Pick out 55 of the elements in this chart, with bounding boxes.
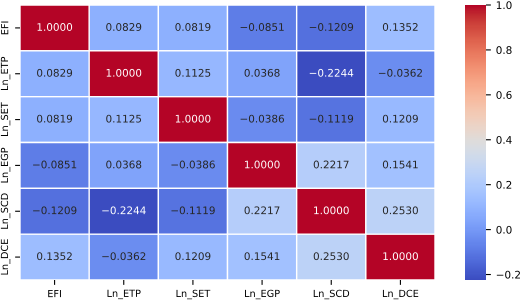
y-tick-label: Ln_EGP	[0, 148, 10, 182]
data-label: 1.0000	[176, 114, 210, 123]
data-label: 0.1352	[382, 23, 418, 31]
data-label: −0.1119	[171, 206, 215, 214]
color-bar-label: 0.4	[496, 136, 512, 144]
data-label: −0.1119	[310, 114, 354, 123]
y-tick-label: Ln_DCE	[0, 239, 10, 275]
data-label: −0.0851	[33, 160, 76, 168]
data-label: 0.1125	[106, 114, 142, 123]
data-label: −0.0362	[102, 252, 146, 260]
color-bar-label: 0.6	[496, 91, 512, 99]
x-tick-label: Ln_SCD	[314, 290, 350, 300]
data-label: −0.1209	[310, 23, 354, 31]
data-label: 0.0368	[244, 68, 280, 77]
x-tick-label: Ln_EGP	[245, 290, 280, 300]
color-bar-label: 1.0	[496, 1, 512, 10]
data-label: −0.0851	[240, 23, 284, 31]
data-label: 0.1125	[175, 68, 210, 77]
data-label: 0.2217	[314, 160, 349, 168]
data-label: 0.1541	[382, 160, 418, 168]
data-label: 1.0000	[314, 206, 349, 214]
x-tick-label: EFI	[48, 290, 61, 298]
data-label: −0.0362	[378, 68, 422, 77]
x-tick-label: Ln_ETP	[108, 290, 141, 300]
y-tick-label: EFI	[1, 22, 8, 34]
data-label: −0.2244	[102, 206, 146, 214]
data-label: 0.1209	[382, 114, 418, 123]
data-label: −0.2244	[310, 68, 354, 77]
data-label: 1.0000	[38, 23, 72, 31]
data-label: 0.1352	[37, 252, 72, 260]
data-label: 0.1209	[175, 252, 210, 260]
data-label: 1.0000	[245, 160, 280, 168]
data-label: 0.0819	[175, 23, 210, 31]
data-label: 0.2217	[244, 206, 280, 214]
data-label: 0.2530	[382, 206, 418, 214]
data-label: 0.0829	[37, 68, 72, 77]
data-label: 1.0000	[106, 68, 142, 77]
y-tick-label: Ln_SET	[0, 102, 10, 136]
data-label: 0.2530	[314, 252, 349, 260]
data-label: −0.0386	[240, 114, 284, 123]
data-label: −0.0386	[171, 160, 215, 168]
data-label: 0.1541	[244, 252, 280, 260]
data-label: 0.0829	[106, 23, 142, 31]
y-tick-label: Ln_SCD	[0, 193, 10, 229]
data-label: 0.0368	[106, 160, 142, 168]
data-label: −0.1209	[33, 206, 76, 214]
x-tick-label: Ln_SET	[176, 290, 210, 300]
y-tick-label: Ln_ETP	[0, 56, 10, 90]
color-bar-label: −0.2	[496, 270, 520, 279]
color-bar-label: 0.0	[496, 226, 512, 234]
x-tick-label: Ln_DCE	[382, 290, 418, 300]
color-bar-label: 0.2	[496, 180, 512, 189]
data-label: 1.0000	[383, 252, 418, 260]
color-bar-label: 0.8	[496, 46, 512, 54]
data-label: 0.0819	[37, 114, 72, 123]
